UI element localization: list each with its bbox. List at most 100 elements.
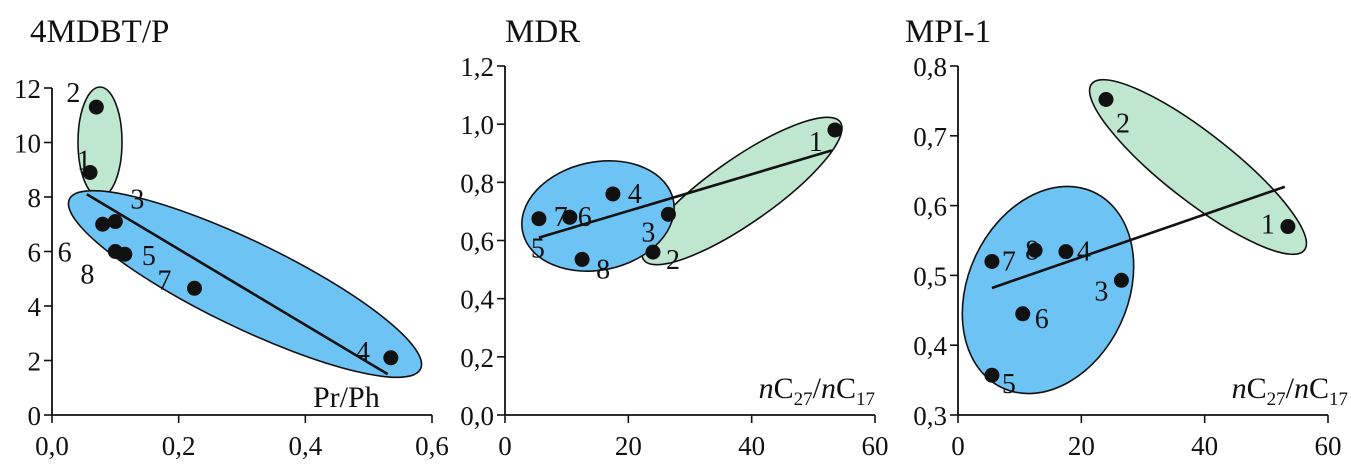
panel-4mdbtp-y-tick-label: 6 xyxy=(28,238,42,268)
panel-mdr-point-2 xyxy=(645,244,661,260)
panel-mdr-point-7 xyxy=(562,209,578,225)
panel-4mdbtp-point-label-5: 5 xyxy=(142,241,156,272)
panel-4mdbtp-x-tick-label: 0,0 xyxy=(35,431,69,461)
panel-mdr-point-label-7: 7 xyxy=(554,202,568,233)
panel-mdr-y-tick-label: 0,6 xyxy=(460,227,494,257)
panel-mdr-y-tick-label: 1,2 xyxy=(460,52,494,82)
panel-mpi1-point-7 xyxy=(984,253,1000,269)
panel-4mdbtp-trendline xyxy=(86,193,389,376)
panel-4mdbtp-point-4 xyxy=(383,350,399,366)
panel-4mdbtp-point-1 xyxy=(82,164,98,180)
panel-mpi1-point-label-8: 8 xyxy=(1025,235,1039,266)
panel-mpi1-point-8 xyxy=(1027,242,1043,258)
panel-4mdbtp-point-label-3: 3 xyxy=(130,185,144,216)
panel-4mdbtp-y-tick-label: 8 xyxy=(28,183,42,213)
panel-mpi1-ticks: 0 20 40 60 0,3 0,4 0,5 0,6 0,7 0,8 xyxy=(913,52,1341,461)
panel-mpi1-point-label-3: 3 xyxy=(1094,276,1108,307)
panel-4mdbtp-x-tick-label: 0,4 xyxy=(288,431,322,461)
panel-mpi1-point-label-6: 6 xyxy=(1035,304,1049,335)
panel-mpi1-y-tick-label: 0,8 xyxy=(913,52,947,82)
panel-mpi1-point-2 xyxy=(1098,92,1114,108)
panel-mdr-y-tick-label: 0,8 xyxy=(460,168,494,198)
panel-mpi1-group-blue xyxy=(961,185,1135,395)
panel-mpi1-point-4 xyxy=(1058,244,1074,260)
panel-mdr-y-tick-label: 1,0 xyxy=(460,110,494,140)
panel-mdr-x-tick-label: 0 xyxy=(498,431,512,461)
panel-mdr-point-5 xyxy=(531,211,547,227)
panel-4mdbtp-xlabel: Pr/Ph xyxy=(313,381,380,414)
panel-4mdbtp-y-tick-label: 2 xyxy=(28,347,42,377)
panel-mdr-point-8 xyxy=(574,251,590,267)
panel-4mdbtp-point-label-4: 4 xyxy=(356,337,370,368)
panel-mpi1-trendline xyxy=(991,185,1286,290)
panel-mdr-point-4 xyxy=(605,186,621,202)
panel-4mdbtp-y-tick-label: 4 xyxy=(28,292,42,322)
panel-mpi1-y-tick-label: 0,6 xyxy=(913,192,947,222)
panel-4mdbtp-y-tick-label: 12 xyxy=(14,74,41,104)
panel-mdr-point-label-3: 3 xyxy=(641,217,655,248)
panel-mdr-point-label-2: 2 xyxy=(666,245,680,276)
panel-4mdbtp-x-tick-label: 0,6 xyxy=(415,431,449,461)
panel-4mdbtp-x-tick-label: 0,2 xyxy=(162,431,196,461)
panel-mdr-group-blue xyxy=(521,160,675,272)
panel-4mdbtp-point-label-2: 2 xyxy=(66,78,80,109)
panel-mdr-y-tick-label: 0,4 xyxy=(460,285,494,315)
panel-mpi1-point-label-7: 7 xyxy=(1002,246,1016,277)
panel-mpi1-y-tick-label: 0,4 xyxy=(913,331,947,361)
panel-mdr-group-green xyxy=(641,116,843,266)
panel-4mdbtp-point-2 xyxy=(88,99,104,115)
panel-mpi1-group-green xyxy=(1088,78,1308,256)
panel-mpi1-title: MPI-1 xyxy=(905,14,991,50)
panel-mdr-ticks: 0 20 40 60 0,0 0,2 0,4 0,6 0,8 1,0 1,2 xyxy=(460,52,888,461)
panel-mpi1-point-label-1: 1 xyxy=(1261,210,1275,241)
panel-4mdbtp-y-tick-label: 0 xyxy=(28,401,42,431)
panel-mdr-point-3 xyxy=(660,206,676,222)
panel-mdr-x-tick-label: 60 xyxy=(862,431,889,461)
panel-mpi1-point-label-2: 2 xyxy=(1116,109,1130,140)
panel-mdr-y-tick-label: 0,2 xyxy=(460,343,494,373)
panel-mdr-point-label-4: 4 xyxy=(628,179,642,210)
panel-4mdbtp-y-tick-label: 10 xyxy=(14,129,41,159)
panel-4mdbtp-point-label-6: 6 xyxy=(58,237,72,268)
panel-mpi1-point-label-4: 4 xyxy=(1077,237,1091,268)
panel-mpi1-point-1 xyxy=(1280,219,1296,235)
panel-mpi1-y-tick-label: 0,5 xyxy=(913,261,947,291)
panel-mdr-x-tick-label: 40 xyxy=(738,431,765,461)
panel-mpi1-point-5 xyxy=(984,367,1000,383)
panel-mpi1-marks: 1 2 34 5 67 8 xyxy=(984,92,1296,400)
panel-4mdbtp-marks: 1 2 3 4 5 6 7 8 xyxy=(58,78,399,376)
panel-mpi1-y-tick-label: 0,7 xyxy=(913,122,947,152)
panel-mpi1-y-tick-label: 0,3 xyxy=(913,401,947,431)
panel-mpi1-point-3 xyxy=(1113,272,1129,288)
panel-mpi1-x-tick-label: 20 xyxy=(1068,431,1095,461)
panel-mpi1-xlabel: nC27/nC17 xyxy=(1232,372,1348,410)
panel-4mdbtp-point-label-8: 8 xyxy=(80,260,94,291)
panel-mpi1-x-tick-label: 40 xyxy=(1191,431,1218,461)
panel-4mdbtp-point-6 xyxy=(95,216,111,232)
panel-4mdbtp-point-7 xyxy=(187,280,202,296)
panel-mpi1-point-6 xyxy=(1015,306,1031,322)
panel-mpi1-x-tick-label: 0 xyxy=(951,431,965,461)
panel-mdr-point-label-5: 5 xyxy=(531,234,545,265)
panel-mpi1: MPI-1 1 2 34 5 67 8 0 20 40 60 0,3 0,4 0,5 0,6 0,7 0,8… xyxy=(905,14,1348,461)
panel-mdr-point-label-1: 1 xyxy=(809,127,823,158)
panel-mdr-point-label-6: 6 xyxy=(578,202,592,233)
panel-mpi1-point-label-5: 5 xyxy=(1002,369,1016,400)
panel-mdr-x-tick-label: 20 xyxy=(615,431,642,461)
panel-mdr-y-tick-label: 0,0 xyxy=(460,401,494,431)
panel-4mdbtp-point-8 xyxy=(107,244,123,259)
panel-4mdbtp-point-label-1: 1 xyxy=(77,145,91,176)
panel-mdr-title: MDR xyxy=(505,14,580,50)
panel-mdr-point-1 xyxy=(827,122,843,138)
panel-mdr-trendline xyxy=(538,149,833,239)
panel-mdr-xlabel: nC27/nC17 xyxy=(759,372,875,410)
panel-mdr-point-label-8: 8 xyxy=(596,254,610,285)
panel-4mdbtp-title: 4MDBT/P xyxy=(30,14,169,50)
panel-4mdbtp-point-3 xyxy=(107,214,123,230)
panel-4mdbtp-point-label-7: 7 xyxy=(158,265,172,296)
